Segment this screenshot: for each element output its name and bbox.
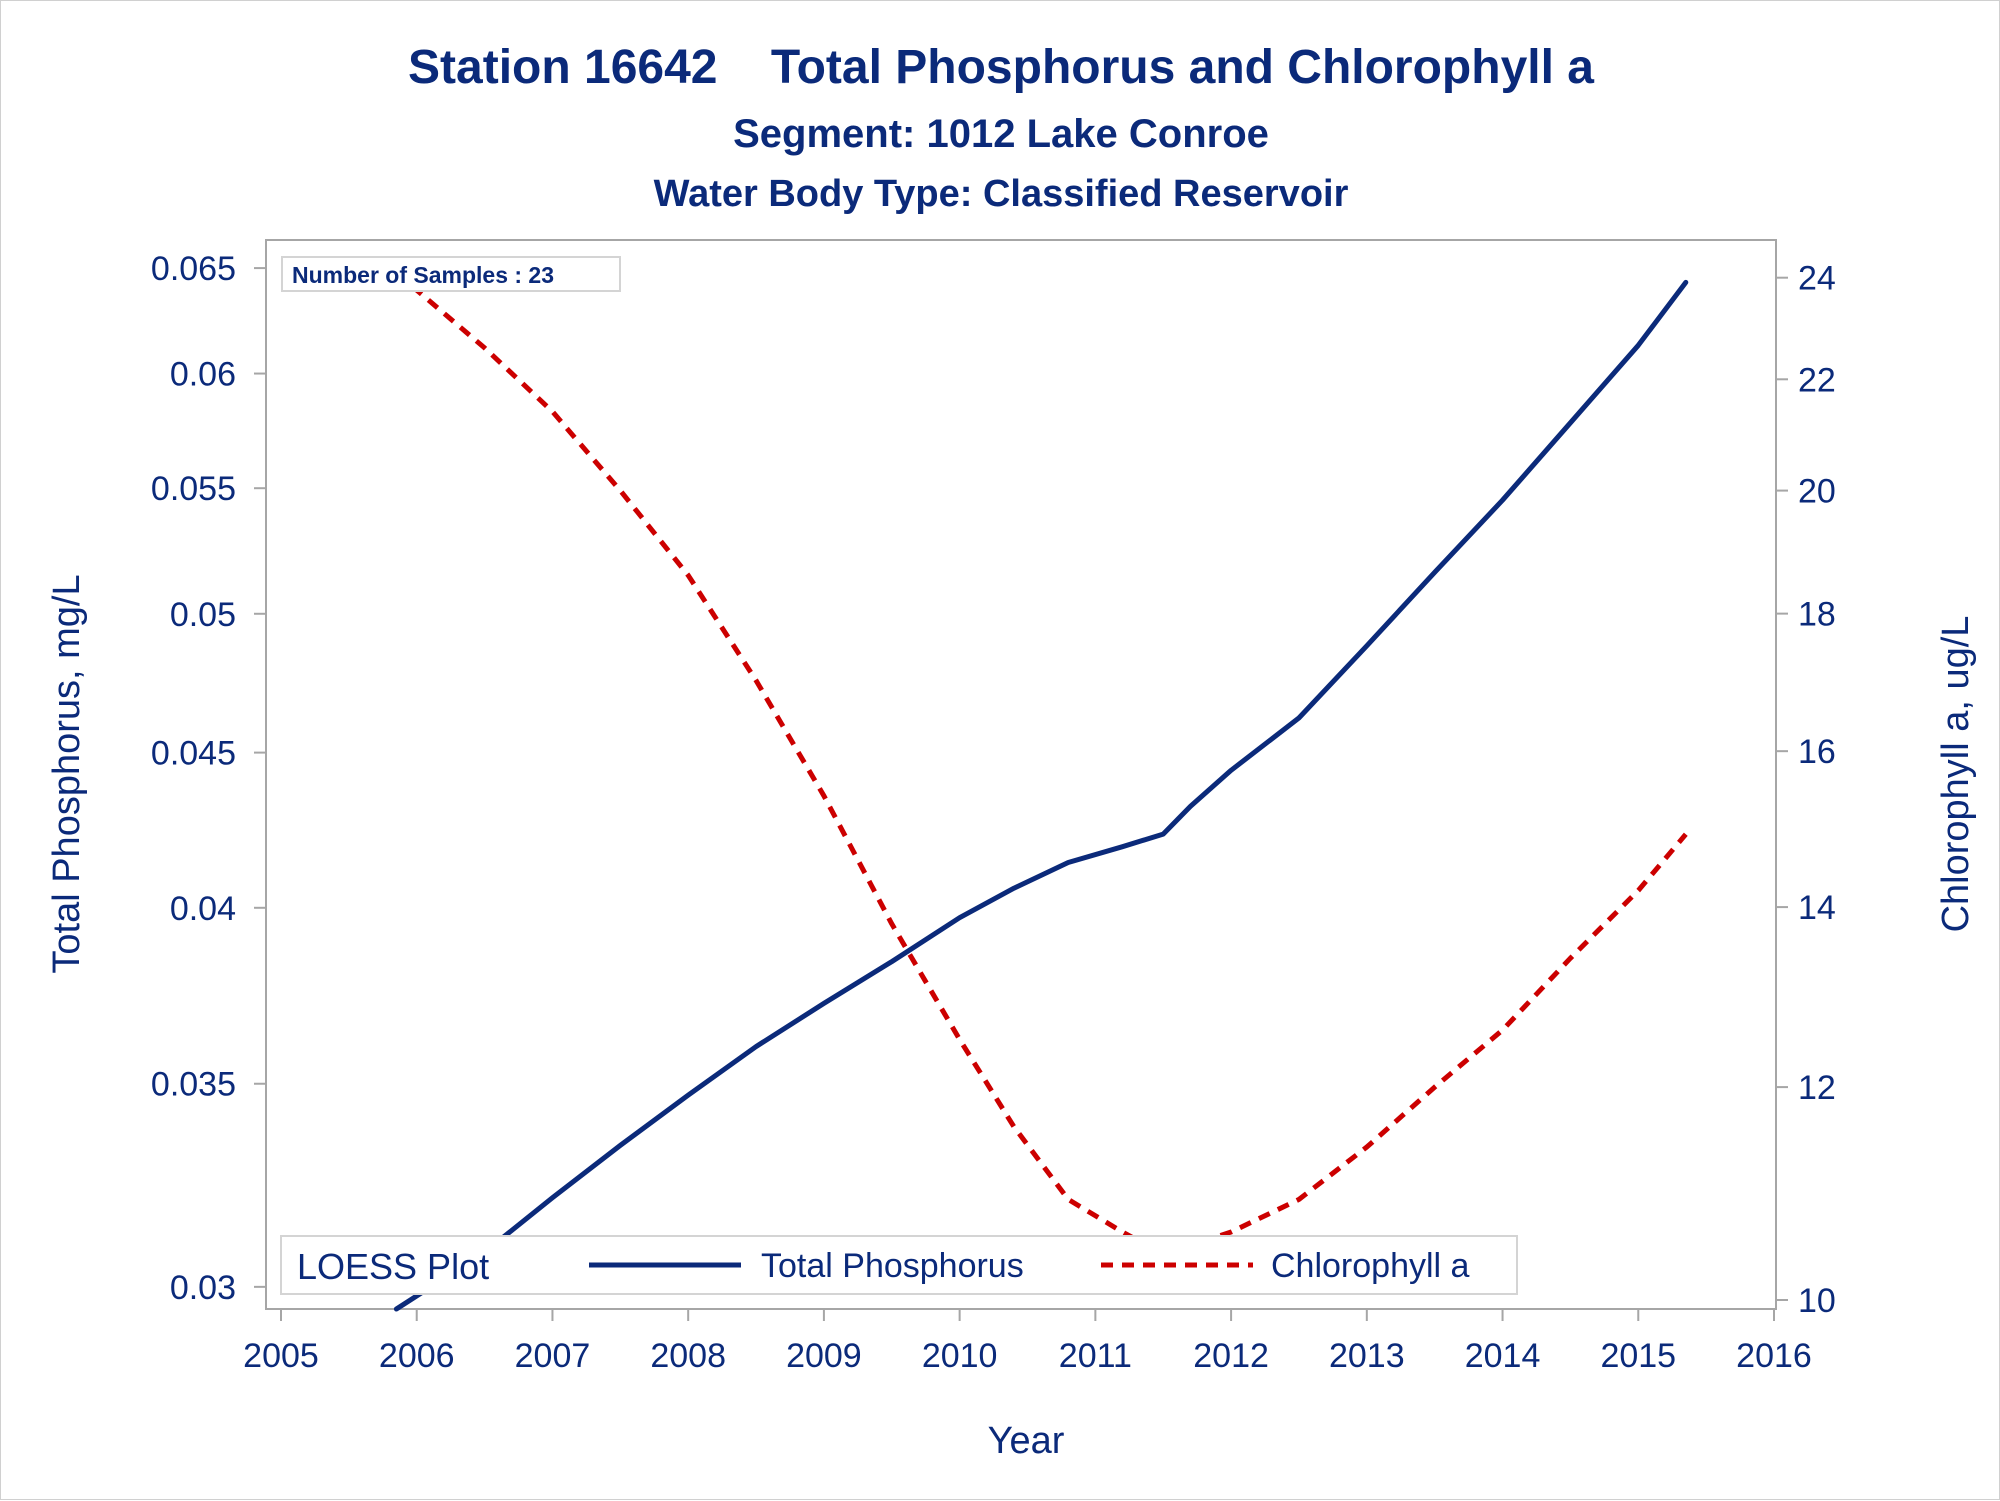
x-tick-label: 2016 <box>1736 1337 1812 1375</box>
y-right-tick-label: 14 <box>1798 889 1836 927</box>
legend-label-chlorophyll-a: Chlorophyll a <box>1271 1247 1470 1285</box>
y-right-tick-label: 20 <box>1798 473 1836 511</box>
x-tick-label: 2013 <box>1329 1337 1405 1375</box>
y-right-tick-label: 16 <box>1798 733 1836 771</box>
sample-count-annotation: Number of Samples : 23 <box>292 262 554 288</box>
legend-label-total-phosphorus: Total Phosphorus <box>761 1247 1024 1285</box>
x-tick-label: 2011 <box>1059 1337 1132 1375</box>
y-left-tick-label: 0.05 <box>170 596 236 634</box>
legend-box <box>280 1235 1518 1295</box>
plot-area <box>265 239 1777 1310</box>
x-tick-label: 2007 <box>515 1337 591 1375</box>
x-tick-label: 2006 <box>379 1337 455 1375</box>
y-left-tick-label: 0.055 <box>151 470 236 508</box>
x-tick-label: 2010 <box>922 1337 998 1375</box>
sample-count-box <box>281 256 621 292</box>
y-right-tick-label: 22 <box>1798 361 1836 399</box>
y-left-tick-label: 0.035 <box>151 1066 236 1104</box>
chart-subtitle-2: Water Body Type: Classified Reservoir <box>654 173 1349 215</box>
x-tick-label: 2014 <box>1465 1337 1541 1375</box>
x-tick-label: 2009 <box>786 1337 862 1375</box>
x-tick-label: 2012 <box>1193 1337 1269 1375</box>
y-right-tick-label: 18 <box>1798 596 1836 634</box>
series-layer <box>393 270 1689 1312</box>
y-left-tick-label: 0.03 <box>170 1269 236 1307</box>
legend: LOESS Plot Total Phosphorus Chlorophyll … <box>280 1235 1518 1295</box>
y-left-tick-label: 0.045 <box>151 735 236 773</box>
y-right-axis: 10 12 14 16 18 20 22 24 <box>1776 260 1836 1320</box>
series-line-total-phosphorus <box>393 279 1689 1312</box>
x-tick-label: 2005 <box>243 1337 319 1375</box>
y-left-tick-label: 0.04 <box>170 890 236 928</box>
y-left-axis: 0.03 0.035 0.04 0.045 0.05 0.055 0.06 0.065 <box>151 250 266 1307</box>
x-axis-label: Year <box>988 1420 1065 1462</box>
legend-title: LOESS Plot <box>297 1246 489 1287</box>
y-left-axis-label: Total Phosphorus, mg/L <box>46 574 88 973</box>
y-right-axis-label: Chlorophyll a, ug/L <box>1935 616 1977 933</box>
y-right-tick-label: 12 <box>1798 1069 1836 1107</box>
y-left-tick-label: 0.065 <box>151 250 236 288</box>
y-left-tick-label: 0.06 <box>170 356 236 394</box>
x-tick-label: 2015 <box>1600 1337 1676 1375</box>
chart-subtitle: Segment: 1012 Lake Conroe <box>733 112 1269 156</box>
series-line-chlorophyll-a <box>394 270 1688 1257</box>
y-right-tick-label: 10 <box>1798 1282 1836 1320</box>
y-right-tick-label: 24 <box>1798 260 1836 298</box>
chart-title: Station 16642 Total Phosphorus and Chlor… <box>408 41 1594 94</box>
x-tick-label: 2008 <box>650 1337 726 1375</box>
x-axis: 2005 2006 2007 2008 2009 2010 2011 2012 2013 2014… <box>243 1309 1812 1375</box>
